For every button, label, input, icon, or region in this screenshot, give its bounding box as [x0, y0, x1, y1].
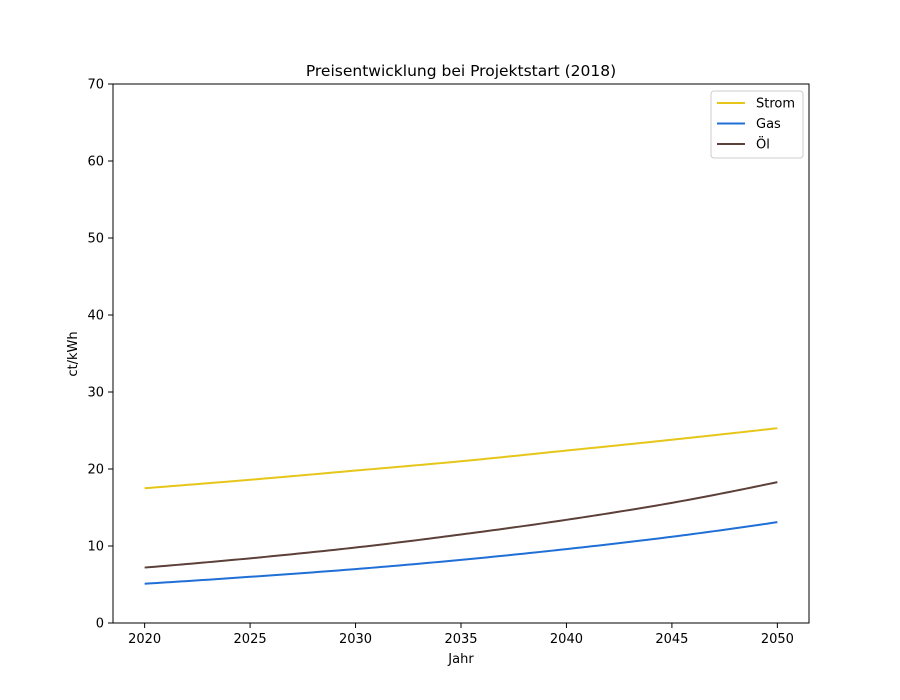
y-tick-label: 10: [87, 540, 104, 555]
x-tick-label: 2020: [128, 632, 161, 647]
y-tick-label: 0: [96, 617, 104, 632]
x-tick-label: 2030: [339, 632, 372, 647]
legend: Strom Gas Öl: [710, 90, 804, 159]
x-axis-label: Jahr: [447, 652, 474, 667]
y-tick-label: 40: [87, 309, 104, 324]
legend-label: Strom: [756, 97, 795, 112]
y-tick-label: 30: [87, 386, 104, 401]
y-tick-label: 60: [87, 155, 104, 170]
x-tick-label: 2035: [444, 632, 477, 647]
chart-title: Preisentwicklung bei Projektstart (2018): [306, 62, 616, 80]
x-tick-label: 2025: [234, 632, 267, 647]
y-tick-label: 70: [87, 78, 104, 93]
x-tick-label: 2050: [761, 632, 794, 647]
y-tick-label: 50: [87, 232, 104, 247]
y-axis-label: ct/kWh: [66, 331, 81, 376]
y-tick-label: 20: [87, 463, 104, 478]
x-tick-label: 2045: [655, 632, 688, 647]
legend-label: Gas: [756, 117, 781, 132]
legend-box: [710, 90, 804, 159]
plot-area: 2020 2025 2030 2035 2040 2045 2050010203040506…: [87, 78, 810, 647]
x-tick-label: 2040: [550, 632, 583, 647]
series-line-1: [144, 427, 778, 490]
series-line-2: [144, 521, 778, 585]
series-line-3: [144, 481, 778, 569]
legend-label: Öl: [756, 136, 770, 153]
